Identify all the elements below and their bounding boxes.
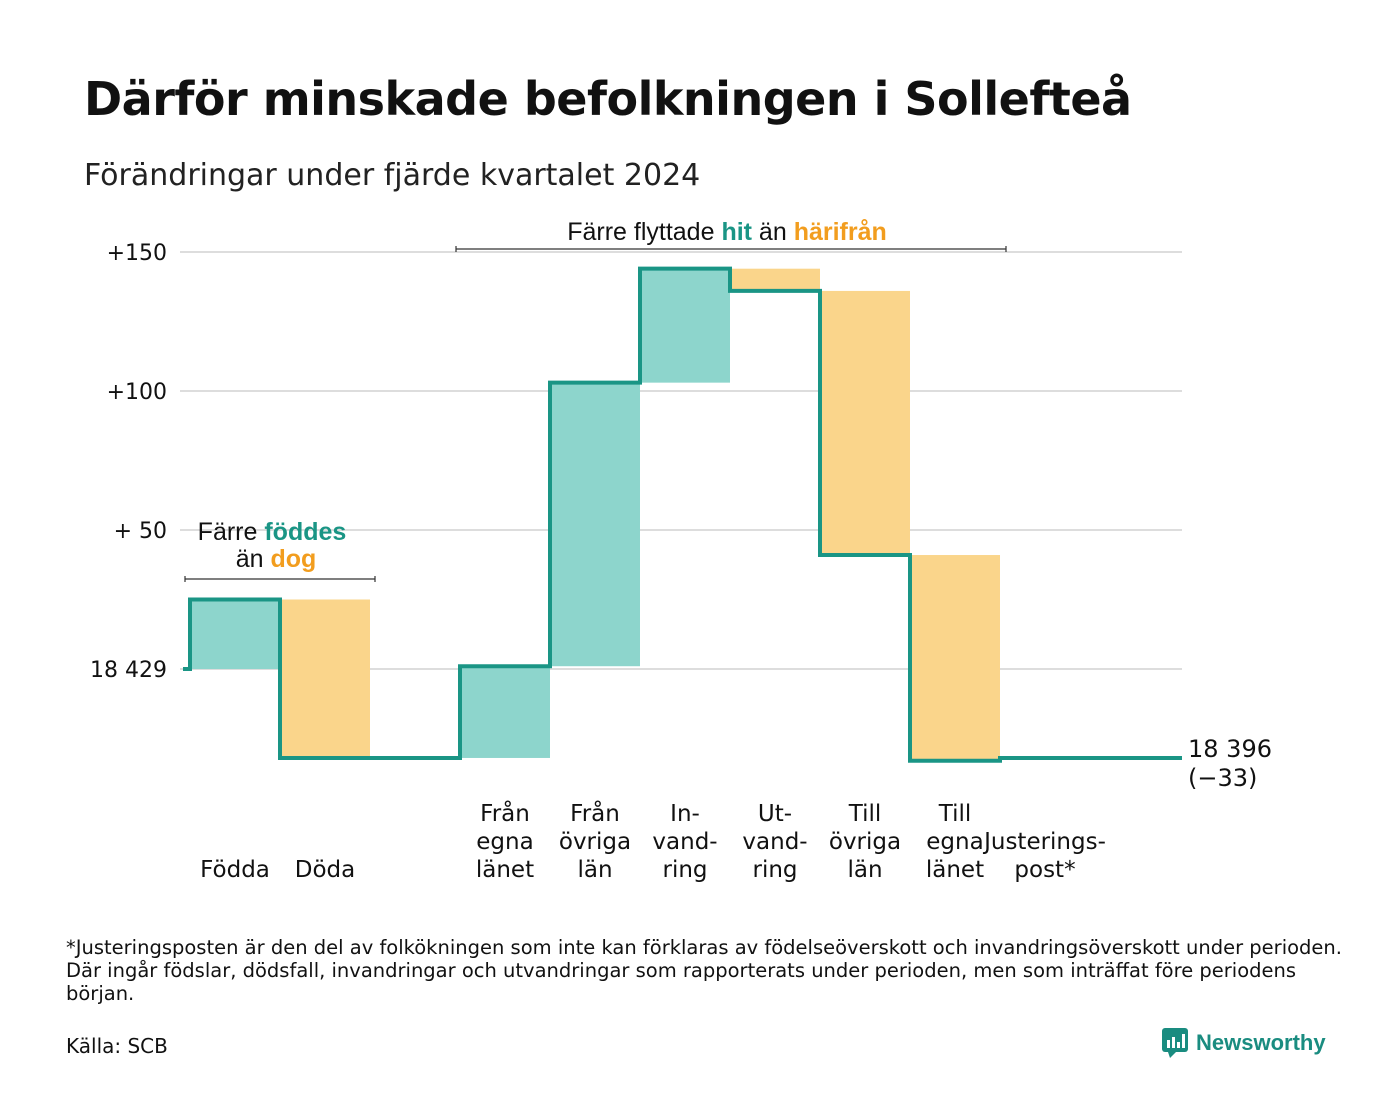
x-category-label: Från xyxy=(570,799,620,827)
x-category-label: Justerings- xyxy=(982,829,1106,855)
increase-bar xyxy=(550,382,640,667)
x-category-label: övriga xyxy=(559,829,631,855)
x-category-label: ring xyxy=(752,857,797,883)
x-category-label: vand- xyxy=(652,829,717,855)
waterfall-chart: 18 429 + 50 +100 +150 18 396(−33) Födda Döda F… xyxy=(90,218,1272,883)
decrease-bar xyxy=(820,290,910,556)
x-category-label: länet xyxy=(926,857,984,883)
y-tick-label: 18 429 xyxy=(90,658,167,683)
brand-name: Newsworthy xyxy=(1196,1030,1326,1055)
x-category-label: ring xyxy=(662,857,707,883)
x-category-label: län xyxy=(577,857,612,883)
x-category-label: Ut- xyxy=(758,801,792,827)
x-category-label: Födda xyxy=(200,857,270,883)
cumulative-step-line xyxy=(183,266,1182,763)
x-category-label: vand- xyxy=(742,829,807,855)
x-category-label: egna xyxy=(926,829,983,855)
chart-title: Därför minskade befolkningen i Sollefteå xyxy=(84,72,1132,126)
newsworthy-logo-icon xyxy=(1162,1028,1188,1058)
decrease-bar xyxy=(730,268,820,291)
x-category-label: post* xyxy=(1014,857,1075,883)
x-category-label: Från xyxy=(480,799,530,827)
birth-annotation-line2: än dog xyxy=(236,545,317,573)
bars xyxy=(190,268,1000,761)
decrease-bar xyxy=(910,555,1000,761)
x-category-label: In- xyxy=(670,801,700,827)
x-category-label: länet xyxy=(476,857,534,883)
end-value-label: 18 396 xyxy=(1188,735,1272,763)
increase-bar xyxy=(640,268,730,383)
x-category-label: egna xyxy=(476,829,533,855)
migration-annotation: Färre flyttade hit än härifrån xyxy=(567,218,887,246)
end-change-label: (−33) xyxy=(1188,764,1257,792)
x-category-label: Till xyxy=(848,801,882,827)
y-tick-label: + 50 xyxy=(114,519,167,544)
increase-bar xyxy=(460,666,550,758)
x-axis-labels: Födda DödaFrånegnalänetFrånövrigalänIn-va… xyxy=(200,799,1106,883)
x-category-label: Till xyxy=(938,801,972,827)
decrease-bar xyxy=(280,599,370,758)
x-category-label: län xyxy=(847,857,882,883)
footnote: *Justeringsposten är den del av folkökni… xyxy=(66,936,1342,1005)
step-line xyxy=(183,266,1182,763)
x-category-label: Döda xyxy=(295,857,355,883)
increase-bar xyxy=(190,599,280,669)
source-label: Källa: SCB xyxy=(66,1034,168,1058)
chart-subtitle: Förändringar under fjärde kvartalet 2024 xyxy=(84,158,701,193)
brand-logo: Newsworthy xyxy=(1162,1028,1326,1058)
x-category-label: övriga xyxy=(829,829,901,855)
y-tick-label: +150 xyxy=(107,241,167,266)
birth-annotation-line1: Färre föddes xyxy=(198,518,347,546)
y-axis-labels: 18 429 + 50 +100 +150 18 396(−33) xyxy=(90,241,1272,792)
y-tick-label: +100 xyxy=(107,380,167,405)
